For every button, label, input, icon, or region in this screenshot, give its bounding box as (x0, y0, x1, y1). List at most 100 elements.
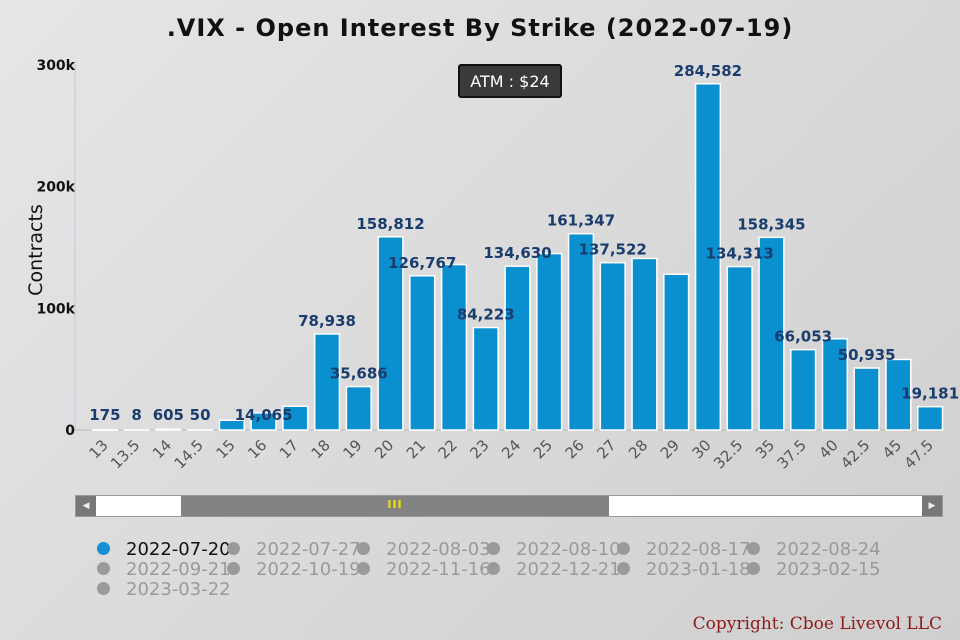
x-tick-label: 47.5 (901, 436, 937, 472)
bar[interactable] (250, 412, 277, 431)
x-tick-label: 32.5 (710, 436, 746, 472)
bar[interactable] (282, 405, 309, 431)
legend-label: 2023-03-22 (126, 579, 231, 600)
x-tick-label: 14.5 (171, 436, 207, 472)
bar[interactable] (694, 83, 722, 431)
legend-label: 2022-08-17 (646, 539, 751, 560)
data-label: 78,938 (298, 312, 356, 330)
legend-item[interactable]: 2022-08-24 (747, 539, 881, 561)
data-label: 126,767 (388, 254, 456, 272)
x-tick-label: 21 (403, 436, 429, 462)
legend-dot-icon (97, 562, 110, 575)
bar[interactable] (409, 275, 436, 431)
data-label: 134,630 (483, 244, 551, 262)
legend-item[interactable]: 2023-02-15 (747, 559, 881, 581)
data-label: 50 (190, 406, 211, 424)
bar[interactable] (536, 252, 563, 431)
legend-item[interactable]: 2023-01-18 (617, 559, 751, 581)
x-tick-label: 19 (339, 436, 365, 462)
legend-label: 2022-08-03 (386, 539, 491, 560)
data-label: 175 (89, 406, 120, 424)
scroll-grip-icon: III (387, 498, 403, 511)
bar[interactable] (345, 385, 372, 431)
data-label: 8 (131, 406, 141, 424)
x-tick-label: 23 (466, 436, 492, 462)
bar[interactable] (567, 232, 595, 431)
legend-item[interactable]: 2022-09-21 (97, 559, 231, 581)
data-label: 35,686 (330, 365, 388, 383)
data-label: 134,313 (706, 245, 774, 263)
data-label: 605 (153, 406, 184, 424)
legend-dot-icon (357, 562, 370, 575)
bar[interactable] (377, 236, 404, 431)
y-axis-label: Contracts (25, 204, 47, 296)
legend-item[interactable]: 2022-12-21 (487, 559, 621, 581)
bar[interactable] (917, 405, 944, 431)
data-label: 158,812 (356, 215, 424, 233)
x-tick-label: 17 (276, 436, 302, 462)
y-tick-label: 300k (36, 58, 75, 74)
copyright-text: Copyright: Cboe Livevol LLC (692, 614, 942, 634)
legend-item[interactable]: 2022-10-19 (227, 559, 361, 581)
bar[interactable] (726, 265, 753, 431)
x-tick-label: 22 (435, 436, 461, 462)
x-tick-label: 24 (498, 436, 524, 462)
bar[interactable] (472, 326, 499, 431)
x-tick-label: 26 (562, 436, 588, 462)
legend-label: 2022-07-27 (256, 539, 361, 560)
chart-scrollbar[interactable]: ◀ III ▶ (75, 495, 943, 517)
x-tick-label: 18 (308, 436, 334, 462)
atm-tooltip: ATM : $24 (458, 64, 562, 98)
legend-item[interactable]: 2022-07-27 (227, 539, 361, 561)
legend-label: 2023-02-15 (776, 559, 881, 580)
bar[interactable] (631, 257, 658, 431)
data-label: 137,522 (579, 241, 647, 259)
legend-dot-icon (487, 542, 500, 555)
bar[interactable] (313, 333, 341, 431)
bar[interactable] (821, 338, 849, 431)
data-label: 50,935 (838, 346, 896, 364)
bar[interactable] (885, 358, 912, 431)
legend-dot-icon (97, 542, 110, 555)
y-tick-label: 100k (36, 301, 75, 317)
scroll-thumb[interactable]: III (181, 496, 609, 516)
data-label: 284,582 (674, 62, 742, 80)
legend-item[interactable]: 2022-08-17 (617, 539, 751, 561)
x-tick-label: 29 (657, 436, 683, 462)
x-tick-label: 16 (244, 436, 270, 462)
legend-label: 2022-08-24 (776, 539, 881, 560)
chart-title: .VIX - Open Interest By Strike (2022-07-… (166, 14, 794, 42)
scroll-left-button[interactable]: ◀ (76, 496, 96, 516)
y-tick-label: 200k (36, 180, 75, 196)
legend-dot-icon (617, 562, 630, 575)
legend-item[interactable]: 2022-08-03 (357, 539, 491, 561)
bar[interactable] (663, 273, 690, 431)
bar[interactable] (853, 367, 880, 431)
bar[interactable] (440, 263, 468, 431)
scroll-right-button[interactable]: ▶ (922, 496, 942, 516)
legend-item[interactable]: 2022-08-10 (487, 539, 621, 561)
bar[interactable] (790, 348, 817, 431)
legend-dot-icon (487, 562, 500, 575)
bar[interactable] (599, 261, 626, 431)
legend-dot-icon (747, 562, 760, 575)
bar[interactable] (218, 419, 245, 431)
legend-label: 2022-08-10 (516, 539, 621, 560)
x-tick-label: 25 (530, 436, 556, 462)
bar[interactable] (155, 428, 182, 431)
legend-item[interactable]: 2022-11-16 (357, 559, 491, 581)
data-label: 14,065 (235, 406, 293, 424)
legend-dot-icon (747, 542, 760, 555)
x-tick-label: 27 (593, 436, 619, 462)
data-label: 19,181 (901, 385, 959, 403)
bar[interactable] (758, 236, 785, 431)
legend-item[interactable]: 2022-07-20 (97, 539, 231, 561)
legend-dot-icon (357, 542, 370, 555)
x-tick-label: 37.5 (774, 436, 810, 472)
legend-dot-icon (97, 582, 110, 595)
data-label: 158,345 (737, 215, 805, 233)
bar[interactable] (504, 265, 531, 431)
legend-item[interactable]: 2023-03-22 (97, 579, 231, 601)
data-label: 84,223 (457, 306, 515, 324)
